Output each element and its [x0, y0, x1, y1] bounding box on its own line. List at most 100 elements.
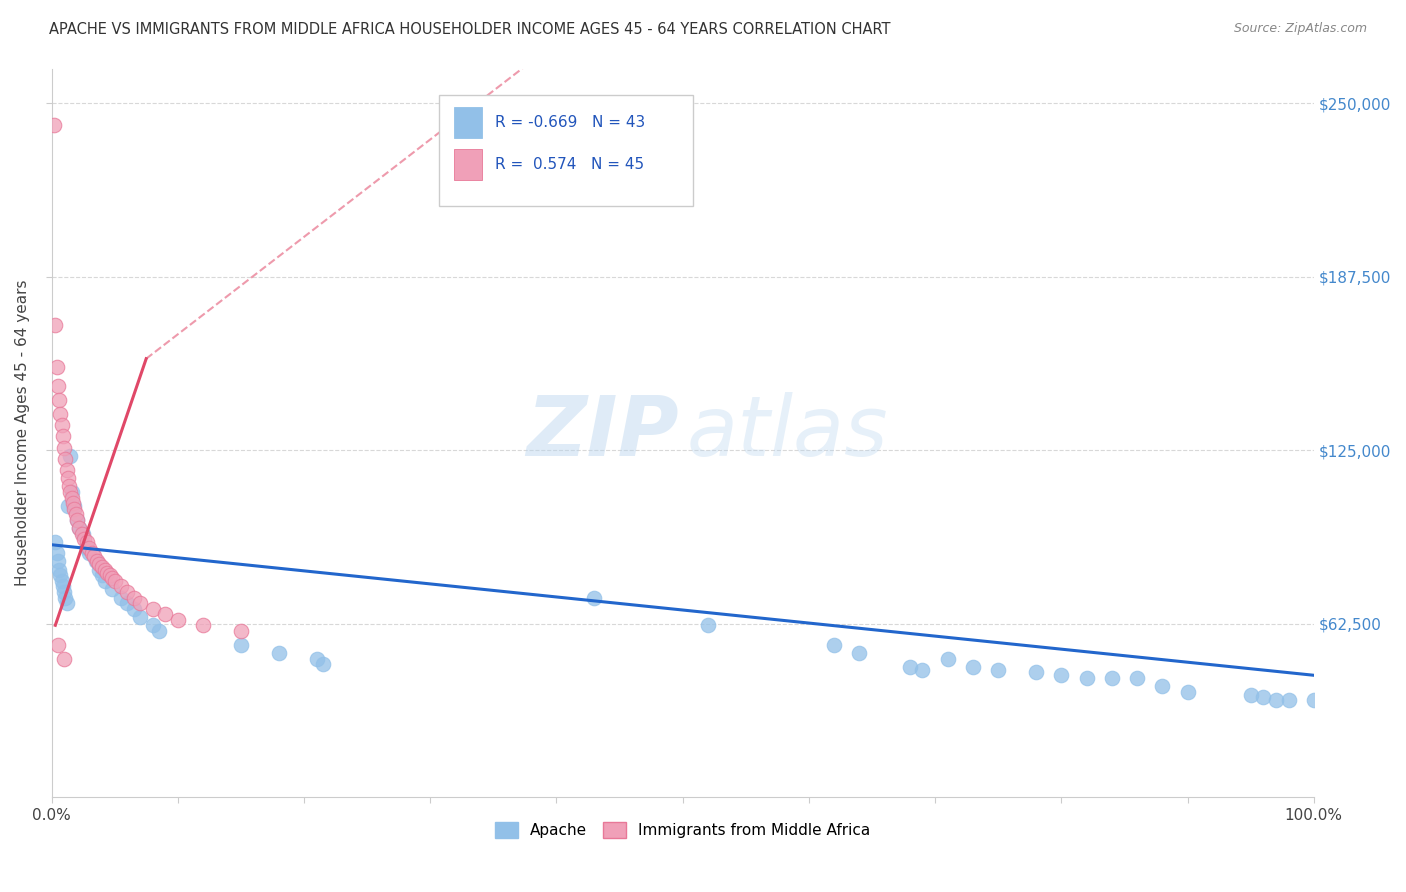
- Point: [148, 624, 170, 638]
- Point: [848, 646, 870, 660]
- Point: [59, 485, 82, 500]
- FancyBboxPatch shape: [439, 95, 693, 206]
- Point: [45, 359, 67, 374]
- Point: [53, 441, 76, 455]
- Point: [66, 513, 89, 527]
- Point: [166, 613, 188, 627]
- Point: [55, 451, 77, 466]
- Point: [76, 541, 98, 555]
- Point: [44, 318, 66, 333]
- Point: [911, 663, 934, 677]
- Point: [58, 479, 80, 493]
- Point: [1277, 693, 1299, 707]
- Text: atlas: atlas: [686, 392, 889, 474]
- Point: [46, 379, 69, 393]
- Point: [91, 568, 114, 582]
- Point: [312, 657, 335, 672]
- Point: [63, 501, 86, 516]
- Point: [46, 554, 69, 568]
- Point: [936, 651, 959, 665]
- Point: [45, 546, 67, 560]
- Point: [1050, 668, 1073, 682]
- Point: [1177, 685, 1199, 699]
- Point: [80, 546, 103, 560]
- Point: [53, 651, 76, 665]
- Point: [110, 579, 132, 593]
- Y-axis label: Householder Income Ages 45 - 64 years: Householder Income Ages 45 - 64 years: [15, 280, 30, 586]
- Point: [55, 596, 77, 610]
- Point: [42, 119, 65, 133]
- Point: [65, 507, 87, 521]
- Point: [48, 393, 70, 408]
- Point: [79, 541, 101, 555]
- Point: [128, 596, 150, 610]
- Point: [56, 471, 79, 485]
- Point: [89, 563, 111, 577]
- Point: [91, 560, 114, 574]
- Point: [122, 591, 145, 605]
- Point: [52, 579, 75, 593]
- Point: [1025, 665, 1047, 680]
- Point: [86, 554, 108, 568]
- Legend: Apache, Immigrants from Middle Africa: Apache, Immigrants from Middle Africa: [489, 816, 876, 845]
- Point: [898, 660, 921, 674]
- Point: [56, 499, 79, 513]
- Point: [1101, 671, 1123, 685]
- Bar: [454, 150, 482, 180]
- Point: [696, 618, 718, 632]
- Point: [962, 660, 984, 674]
- Point: [46, 638, 69, 652]
- Point: [79, 546, 101, 560]
- Point: [49, 407, 72, 421]
- Point: [62, 496, 84, 510]
- Text: Source: ZipAtlas.com: Source: ZipAtlas.com: [1233, 22, 1367, 36]
- Point: [52, 429, 75, 443]
- Point: [89, 557, 111, 571]
- Point: [153, 607, 176, 622]
- Point: [229, 624, 252, 638]
- Point: [59, 449, 82, 463]
- Point: [141, 618, 163, 632]
- Point: [51, 418, 73, 433]
- Point: [117, 585, 139, 599]
- Point: [60, 485, 83, 500]
- Point: [583, 591, 606, 605]
- Point: [98, 568, 121, 582]
- Point: [987, 663, 1010, 677]
- Point: [72, 526, 94, 541]
- Point: [229, 638, 252, 652]
- Point: [93, 563, 115, 577]
- Point: [53, 585, 76, 599]
- Point: [49, 568, 72, 582]
- Point: [96, 566, 118, 580]
- Point: [84, 554, 107, 568]
- Point: [104, 574, 127, 588]
- Point: [55, 463, 77, 477]
- Point: [141, 601, 163, 615]
- Point: [1126, 671, 1149, 685]
- Point: [191, 618, 214, 632]
- Point: [1264, 693, 1286, 707]
- Point: [66, 513, 89, 527]
- Point: [128, 610, 150, 624]
- Point: [122, 601, 145, 615]
- Point: [1240, 688, 1263, 702]
- Point: [70, 526, 93, 541]
- Point: [73, 532, 96, 546]
- Point: [110, 591, 132, 605]
- Point: [1302, 693, 1324, 707]
- Point: [117, 596, 139, 610]
- Text: ZIP: ZIP: [526, 392, 679, 474]
- Point: [60, 491, 83, 505]
- Point: [267, 646, 290, 660]
- Point: [67, 521, 90, 535]
- Point: [101, 582, 124, 597]
- Point: [305, 651, 328, 665]
- Point: [1076, 671, 1098, 685]
- Bar: [454, 107, 482, 137]
- Point: [51, 574, 73, 588]
- Text: R =  0.574   N = 45: R = 0.574 N = 45: [495, 157, 644, 172]
- Text: APACHE VS IMMIGRANTS FROM MIDDLE AFRICA HOUSEHOLDER INCOME AGES 45 - 64 YEARS CO: APACHE VS IMMIGRANTS FROM MIDDLE AFRICA …: [49, 22, 891, 37]
- Point: [76, 535, 98, 549]
- Point: [48, 563, 70, 577]
